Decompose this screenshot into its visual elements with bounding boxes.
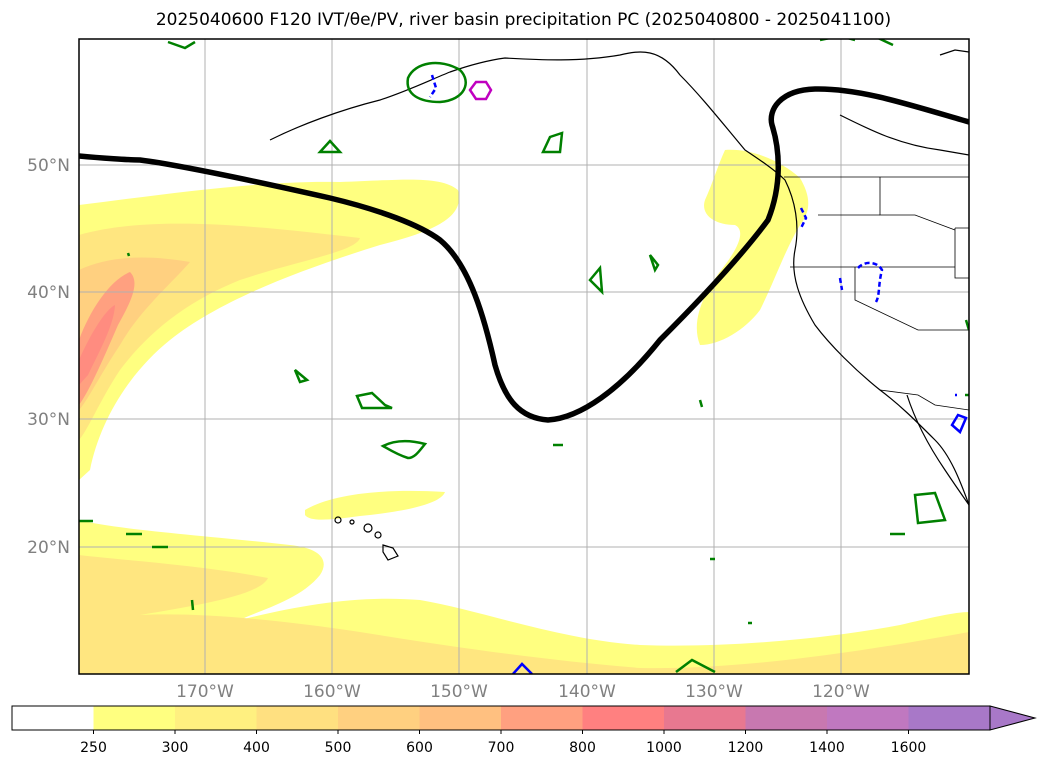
blue-contours: [428, 74, 968, 674]
lon-label-140w: 140°W: [558, 682, 616, 702]
colorbar-segment: [175, 706, 257, 730]
colorbar-tick-label: 500: [325, 740, 352, 756]
colorbar-tick-label: 1200: [728, 740, 764, 756]
colorbar-tick-label: 250: [80, 740, 107, 756]
colorbar-segment: [664, 706, 746, 730]
ivt-shading-coast-plume: [696, 149, 809, 345]
ivt-shading-subtropical-strip: [305, 490, 445, 520]
colorbar-segment: [501, 706, 583, 730]
colorbar-extend-arrow: [989, 705, 1037, 731]
colorbar-tick-label: 800: [569, 740, 596, 756]
colorbar-segment: [582, 706, 665, 730]
pv-green-contours: [79, 39, 969, 674]
lon-label-120w: 120°W: [812, 682, 870, 702]
colorbar: [11, 705, 1037, 731]
hawaii-islands: [334, 516, 399, 561]
jet-stream-line: [79, 86, 969, 423]
map-border: [78, 38, 970, 675]
colorbar-segment: [908, 706, 991, 730]
ivt-shading-south-band-inner: [79, 555, 969, 674]
colorbar-tick-label: 1600: [891, 740, 927, 756]
lat-label-30n: 30°N: [27, 410, 70, 430]
ivt-shading-core-2: [79, 272, 135, 405]
lon-label-170w: 170°W: [176, 682, 234, 702]
ivt-shading-core-3: [79, 305, 115, 385]
colorbar-tick-label: 700: [488, 740, 515, 756]
colorbar-tick-label: 400: [243, 740, 270, 756]
lon-label-150w: 150°W: [430, 682, 488, 702]
map-title: 2025040600 F120 IVT/θe/PV, river basin p…: [155, 10, 892, 30]
lat-label-40n: 40°N: [27, 283, 70, 303]
colorbar-tick-label: 600: [406, 740, 433, 756]
colorbar-segment: [256, 706, 339, 730]
colorbar-tick-label: 1400: [809, 740, 845, 756]
colorbar-tick-label: 300: [162, 740, 189, 756]
latitude-labels: 50°N 40°N 30°N 20°N: [27, 156, 70, 558]
colorbar-segment: [93, 706, 176, 730]
magenta-contour: [468, 80, 493, 101]
colorbar-segment: [12, 706, 94, 730]
colorbar-segment: [827, 706, 909, 730]
borders: [784, 176, 969, 411]
lat-label-20n: 20°N: [27, 538, 70, 558]
colorbar-tick-label: 1000: [646, 740, 682, 756]
lon-label-130w: 130°W: [685, 682, 743, 702]
colorbar-tick-labels: 250 300 400 500 600 700 800 1000 1200 1400 1600: [80, 730, 926, 756]
colorbar-segment: [745, 706, 828, 730]
colorbar-segment: [419, 706, 502, 730]
coastlines: [269, 49, 969, 506]
colorbar-segment: [338, 706, 420, 730]
longitude-labels: 170°W 160°W 150°W 140°W 130°W 120°W: [176, 682, 870, 702]
lon-label-160w: 160°W: [303, 682, 361, 702]
lat-label-50n: 50°N: [27, 156, 70, 176]
